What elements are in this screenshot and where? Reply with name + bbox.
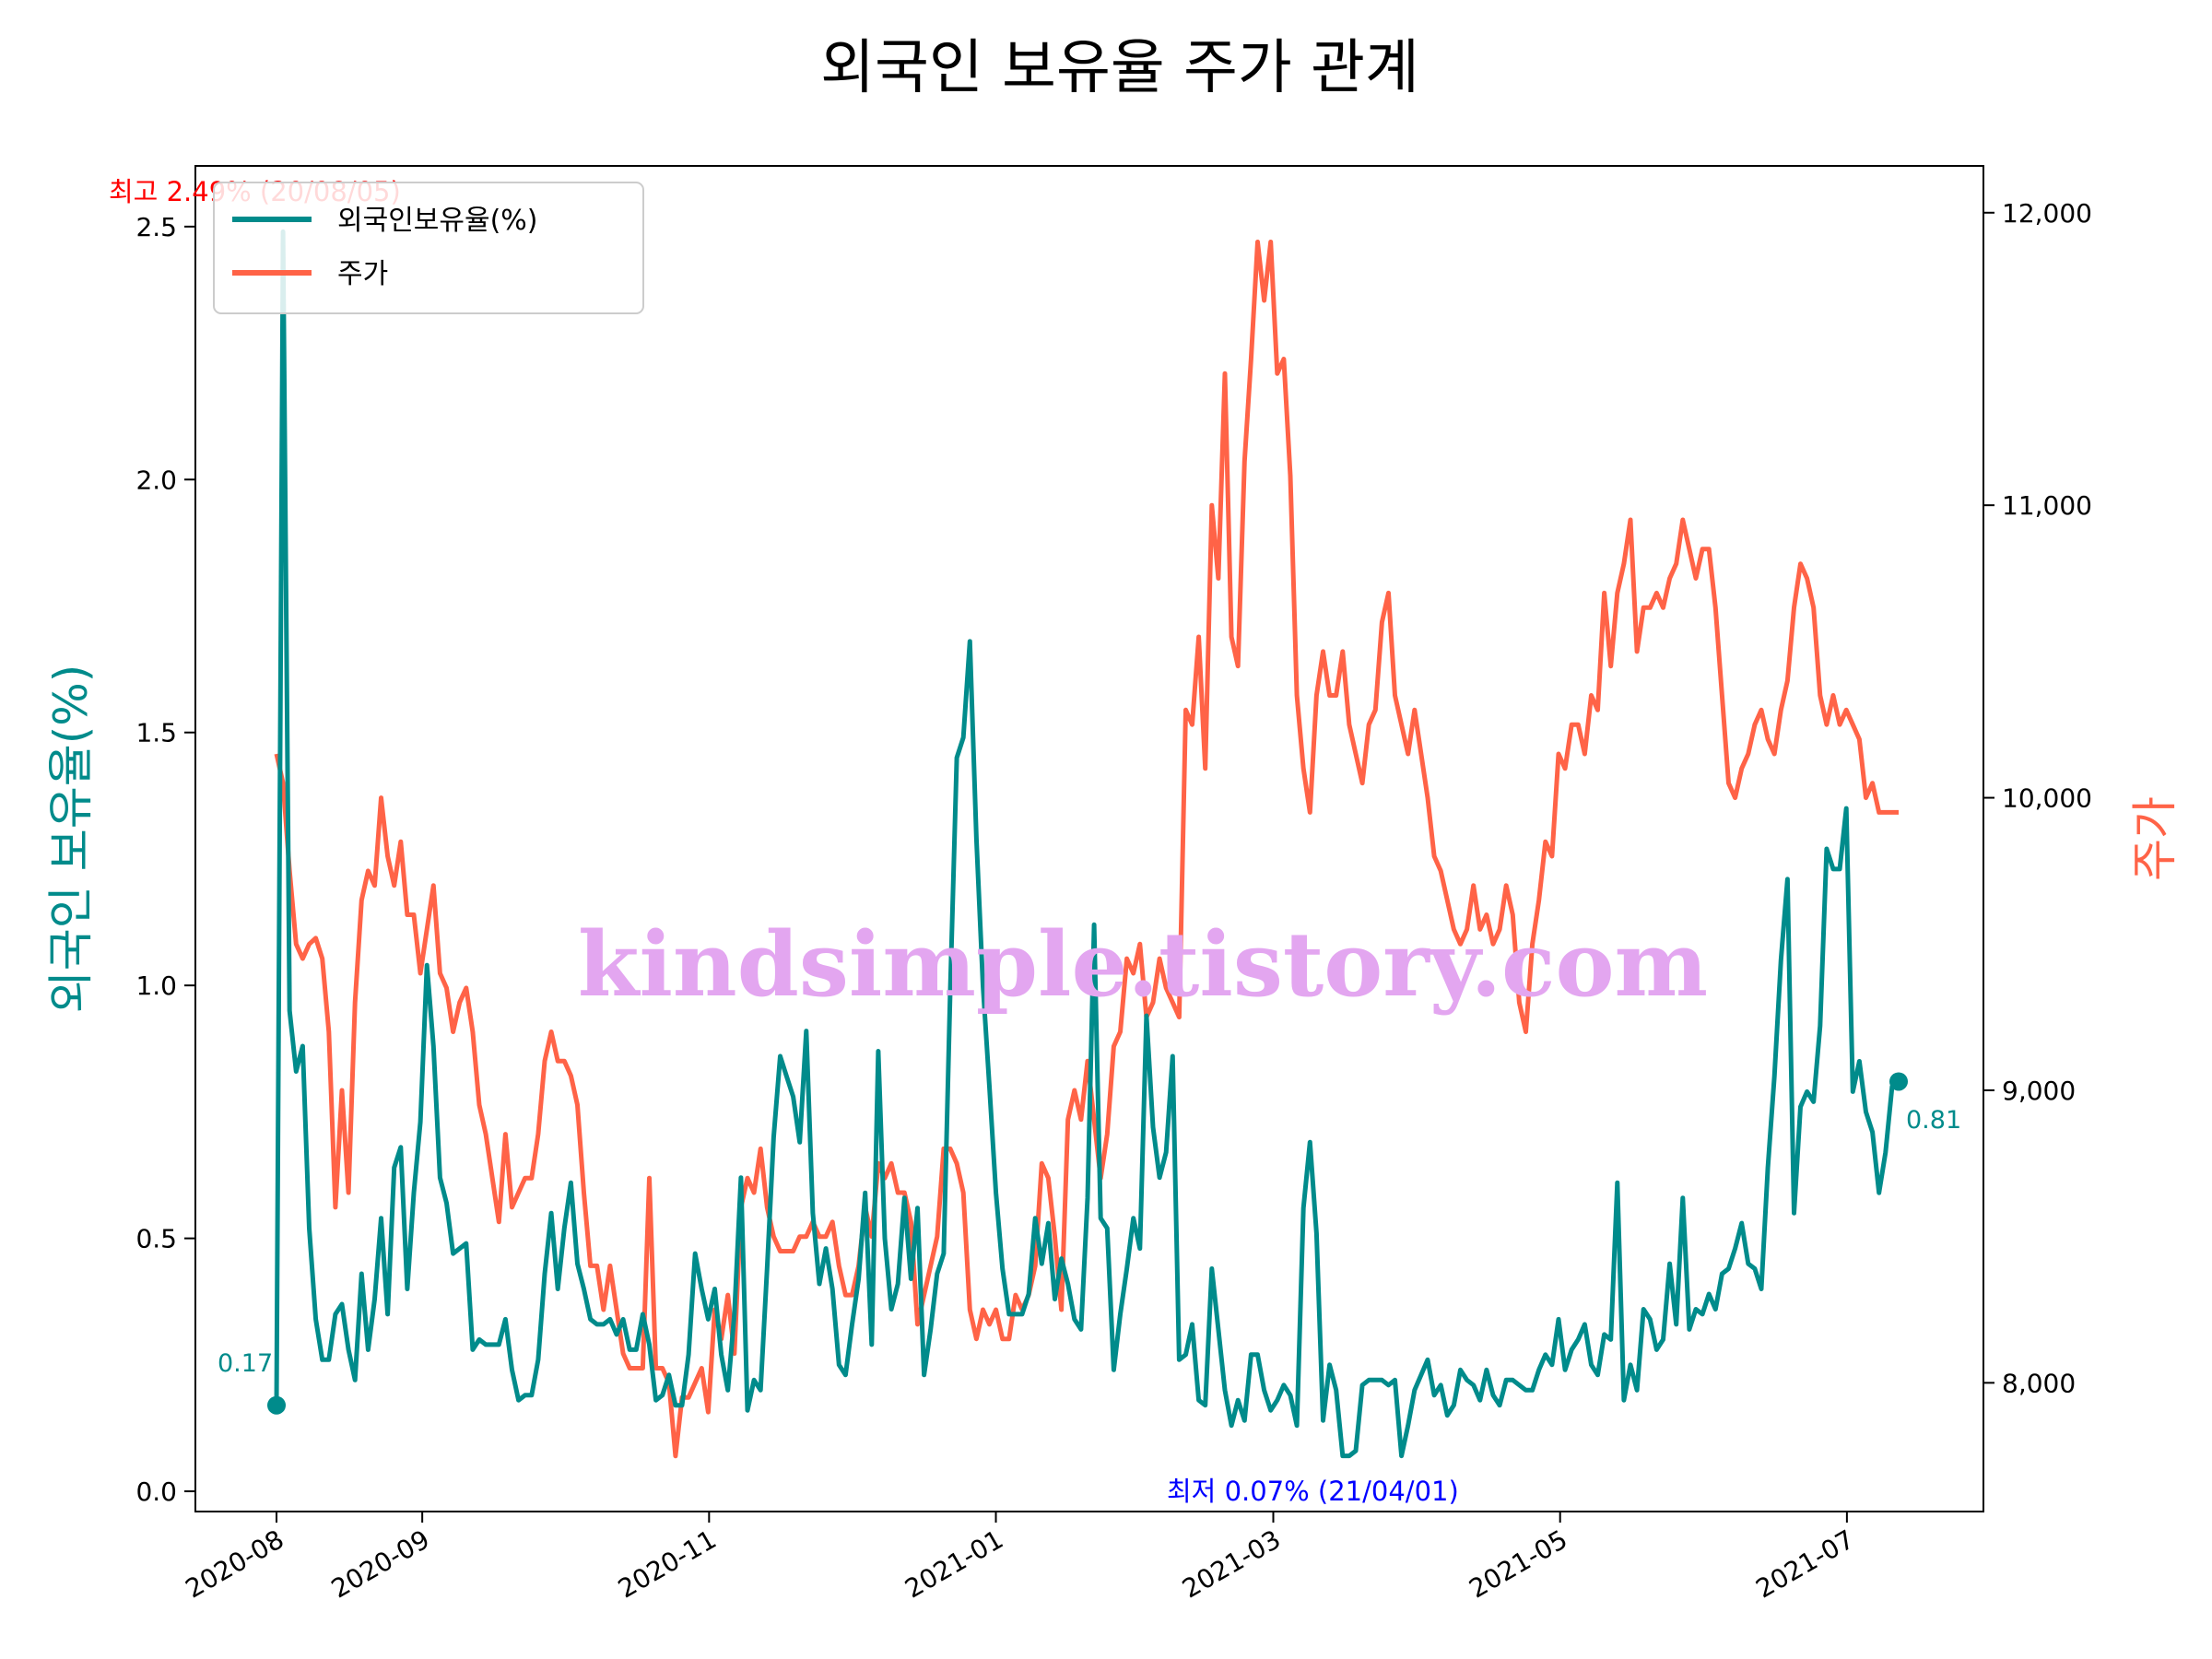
- y-tick-label: 1.0: [135, 971, 177, 1001]
- legend-label-price: 주가: [337, 258, 388, 290]
- end-point-marker: [1889, 1072, 1908, 1091]
- legend-label-ownership: 외국인보유율(%): [337, 205, 538, 237]
- legend: 외국인보유율(%) 주가: [213, 182, 644, 314]
- y2-axis-label: 주가: [2128, 796, 2182, 881]
- price-series-line: [274, 240, 1899, 1459]
- y-axis-label: 외국인 보유율(%): [44, 665, 98, 1013]
- start-point-marker: [267, 1395, 286, 1415]
- plot-frame: [194, 165, 1984, 1512]
- ownership-series-line: [274, 229, 1900, 1459]
- y2-tick-label: 9,000: [2002, 1076, 2076, 1106]
- y-tick-label: 2.5: [135, 212, 177, 242]
- y-tick-label: 0.0: [135, 1477, 177, 1507]
- y2-tick-label: 11,000: [2002, 490, 2092, 521]
- y-tick-label: 0.5: [135, 1224, 177, 1254]
- y2-tick-label: 8,000: [2002, 1368, 2076, 1398]
- y2-tick-label: 10,000: [2002, 783, 2092, 814]
- watermark-text: kindsimple.tistory.com: [578, 912, 1708, 1017]
- min-annotation: 최저 0.07% (21/04/01): [1167, 1476, 1459, 1507]
- y-tick-label: 2.0: [135, 465, 177, 495]
- start-value-label: 0.17: [218, 1349, 273, 1378]
- y2-tick-label: 12,000: [2002, 198, 2092, 229]
- end-value-label: 0.81: [1906, 1106, 1961, 1135]
- y-tick-label: 1.5: [135, 718, 177, 748]
- chart-title: 외국인 보유율 주가 관계: [820, 34, 1419, 102]
- legend-box: [213, 182, 644, 314]
